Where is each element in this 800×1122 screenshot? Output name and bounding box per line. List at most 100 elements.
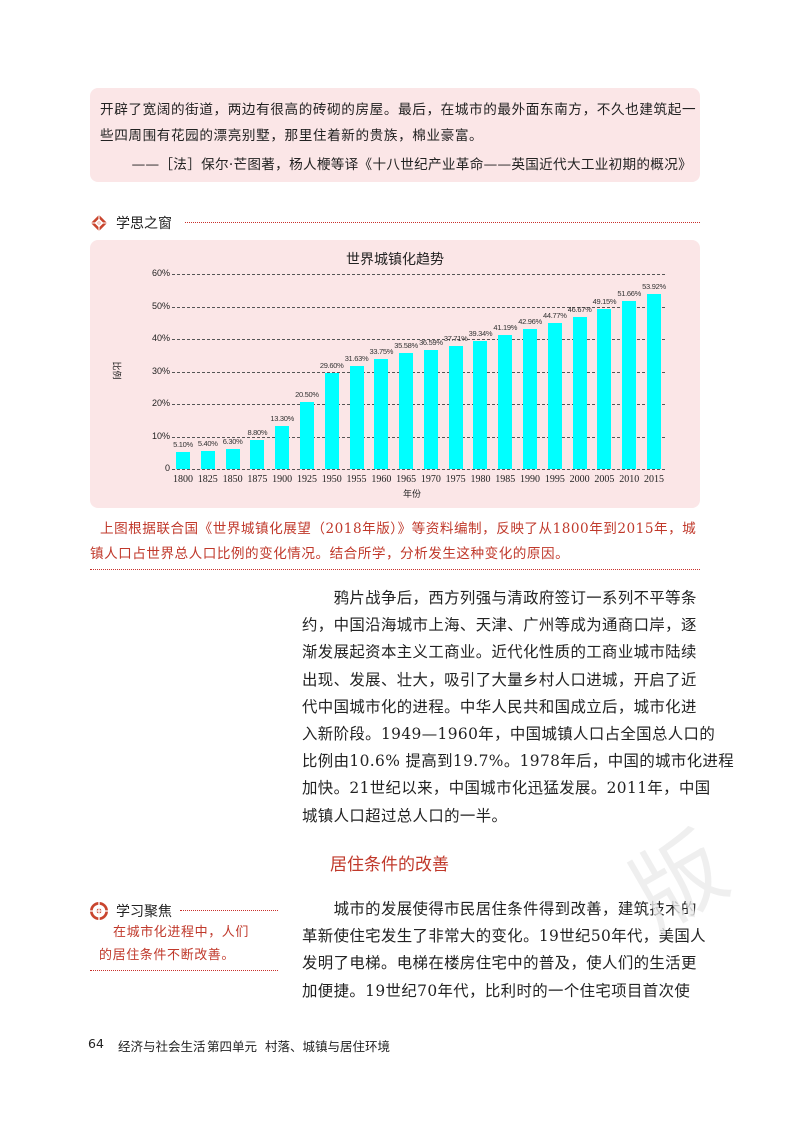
x-tick-label: 1960 [371, 474, 392, 485]
quote-box: 开辟了宽阔的街道，两边有很高的砖砌的房屋。最后，在城市的最外面东南方，不久也建筑… [90, 88, 700, 182]
bar-value-label: 49.15% [592, 297, 617, 307]
x-tick-label: 1950 [321, 474, 342, 485]
bar [473, 341, 488, 469]
bar-value-label: 13.30% [270, 413, 294, 423]
y-tick-label: 20% [151, 398, 170, 408]
bar-value-label: 51.66% [617, 289, 642, 299]
quote-line: 开辟了宽阔的街道，两边有很高的砖砌的房屋。最后，在城市的最外面东南方，不久也建筑… [100, 102, 697, 118]
y-tick-label: 0 [164, 463, 170, 473]
gridline [172, 436, 665, 438]
y-axis-label: 比例 [110, 361, 121, 380]
gridline [172, 339, 665, 340]
bar-value-label: 6.30% [222, 436, 243, 446]
bar-value-label: 41.19% [493, 323, 518, 333]
bar-value-label: 37.71% [443, 334, 468, 344]
quote-source: ——［法］保尔·芒图著，杨人楩等译《十八世纪产业革命——英国近代大工业初期的概况… [131, 157, 692, 173]
bar-value-label: 5.10% [173, 440, 193, 450]
x-tick-label: 1925 [296, 474, 317, 485]
bar-value-label: 53.92% [642, 281, 666, 291]
bar-value-label: 33.75% [369, 347, 394, 357]
x-tick-label: 1800 [173, 474, 193, 485]
bar-value-label: 36.59% [419, 338, 443, 348]
divider [90, 970, 278, 971]
target-emblem-icon [90, 902, 108, 920]
x-axis-label: 年份 [403, 490, 422, 500]
x-tick-label: 1955 [346, 474, 367, 485]
bar [523, 329, 538, 469]
x-tick-label: 1970 [420, 474, 441, 485]
bar [324, 372, 339, 469]
bar [225, 448, 240, 469]
caption-line: 上图根据联合国《世界城镇化展望（2018年版）》等资料编制，反映了从1800年到… [100, 521, 697, 537]
quote-line: 些四周围有花园的漂亮别墅，那里住着新的贵族，棉业豪富。 [100, 128, 484, 144]
bar-value-label: 44.77% [543, 311, 567, 321]
body-text-line: 加快。21世纪以来，中国城市化迅猛发展。2011年，中国 [302, 779, 711, 798]
section-header-window: 学思之窗 [90, 213, 172, 233]
focus-title: 学习聚焦 [116, 904, 172, 920]
y-tick-label: 50% [151, 300, 170, 311]
divider [90, 569, 700, 570]
focus-text-line: 的居住条件不断改善。 [99, 948, 236, 963]
footer-unit: 第四单元 [207, 1039, 258, 1054]
bar [547, 323, 562, 469]
x-tick-label: 1825 [197, 474, 218, 485]
diamond-emblem-icon [90, 214, 108, 232]
bar [498, 335, 513, 469]
bar [374, 359, 389, 469]
page-number: 64 [88, 1036, 104, 1051]
x-tick-label: 1985 [495, 474, 516, 485]
bar-value-label: 8.80% [247, 428, 268, 438]
x-tick-label: 1900 [272, 474, 293, 485]
bar [622, 301, 637, 469]
gridline [172, 469, 665, 470]
body-text-line: 入新阶段。1949—1960年，中国城镇人口占全国总人口的 [302, 725, 716, 743]
gridline [172, 306, 665, 308]
bar-value-label: 29.60% [319, 360, 344, 370]
bar-value-label: 20.50% [295, 390, 319, 400]
bar [597, 309, 612, 469]
bar-value-label: 5.40% [197, 439, 218, 449]
chart-panel: 世界城镇化趋势 0 10% 20% 30% 40% 50% 60% 5.10% 1800 5.40… [90, 240, 700, 508]
bar-value-label: 46.67% [567, 305, 592, 315]
gridline [172, 274, 665, 275]
x-tick-label: 2010 [619, 474, 640, 485]
x-tick-label: 2005 [594, 474, 615, 485]
section-subheading: 居住条件的改善 [330, 855, 449, 875]
body-text-line: 加便捷。19世纪70年代，比利时的一个住宅项目首次使 [302, 981, 691, 1000]
body-text-line: 比例由10.6% 提高到19.7%。1978年后，中国的城市化进程 [302, 752, 735, 771]
x-tick-label: 2000 [569, 474, 590, 485]
x-tick-label: 1850 [222, 474, 243, 485]
divider [185, 222, 700, 223]
gridline [172, 371, 665, 373]
bar [423, 350, 438, 469]
bar-value-label: 31.63% [344, 354, 369, 364]
bar [572, 317, 587, 469]
y-tick-label: 10% [151, 430, 170, 441]
bar-value-label: 35.58% [394, 341, 418, 351]
caption-line: 镇人口占世界总人口比例的变化情况。结合所学，分析发生这种变化的原因。 [90, 546, 570, 562]
body-text-line: 发明了电梯。电梯在楼房住宅中的普及，使人们的生活更 [302, 954, 697, 973]
bar [647, 293, 661, 469]
body-text-line: 革新使住宅发生了非常大的变化。19世纪50年代，美国人 [302, 927, 706, 946]
x-tick-label: 1995 [544, 474, 565, 485]
body-text-line: 城市的发展使得市民居住条件得到改善，建筑技术的 [302, 900, 697, 918]
bar [349, 366, 364, 469]
body-text-line: 出现、发展、壮大，吸引了大量乡村人口进城，开启了近 [302, 670, 697, 689]
bar [176, 452, 190, 469]
y-tick-label: 40% [151, 333, 170, 343]
bar [200, 451, 215, 469]
bar [275, 425, 290, 469]
footer-unit-title: 村落、城镇与居住环境 [265, 1039, 391, 1054]
focus-text-line: 在城市化进程中，人们 [113, 925, 250, 940]
body-text-line: 代中国城市化的进程。中华人民共和国成立后，城市化进 [302, 697, 697, 716]
bar [250, 440, 265, 469]
body-text-line: 约，中国沿海城市上海、天津、广州等成为通商口岸，逐 [302, 616, 697, 635]
x-tick-label: 1980 [470, 474, 491, 485]
x-tick-label: 1975 [445, 474, 466, 485]
body-text-line: 渐发展起资本主义工商业。近代化性质的工商业城市陆续 [302, 643, 697, 662]
x-tick-label: 2015 [644, 474, 664, 485]
body-text-line: 鸦片战争后，西方列强与清政府签订一系列不平等条 [302, 589, 697, 607]
bar-value-label: 39.34% [468, 329, 493, 339]
bar [399, 353, 414, 469]
section-header-focus: 学习聚焦 [90, 901, 172, 921]
